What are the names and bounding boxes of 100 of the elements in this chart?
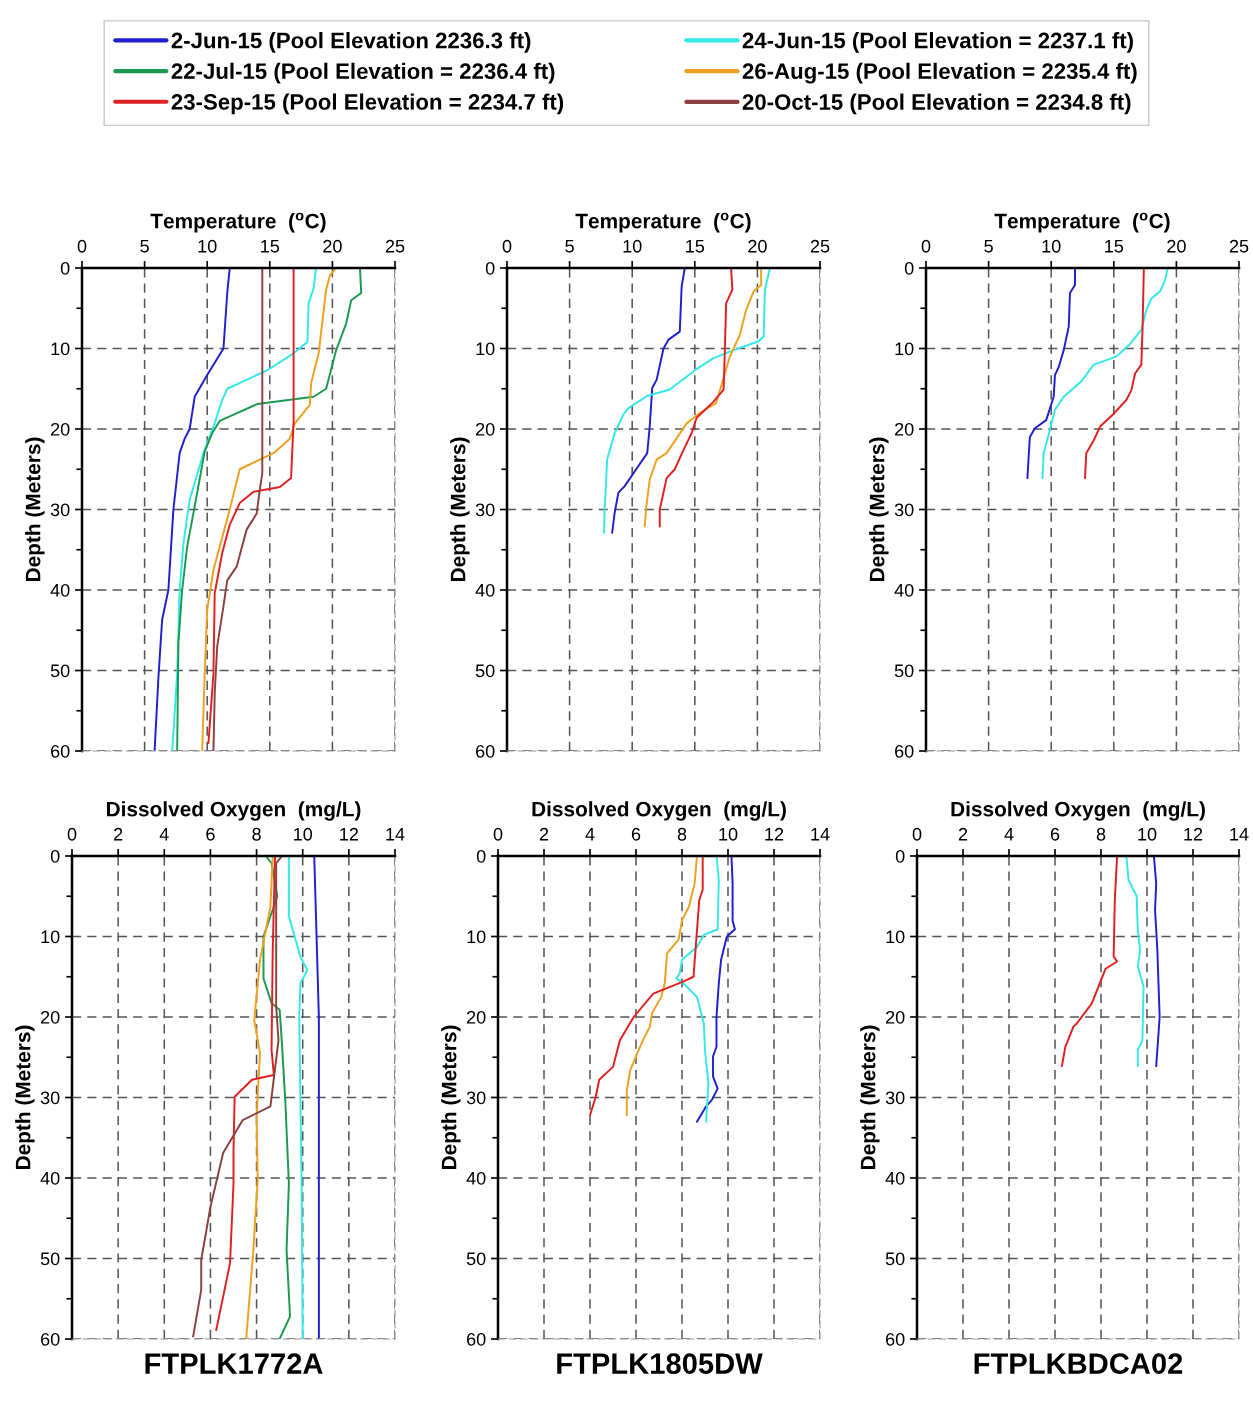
x-tick-label: 25: [385, 239, 405, 253]
y-tick-label: 0: [476, 849, 486, 863]
x-tick-label: 15: [261, 240, 280, 253]
legend-label: 22-Jul-15 (Pool Elevation = 2236.4 ft): [171, 62, 555, 84]
line-series: [171, 268, 318, 751]
y-tick-label: 60: [886, 1332, 905, 1346]
y-tick-label: 0: [485, 261, 495, 275]
y-tick-label: 30: [466, 1091, 486, 1105]
y-tick-label: 20: [467, 1010, 486, 1024]
line-series: [695, 856, 736, 1123]
x-tick-label: 8: [252, 827, 261, 841]
line-series: [658, 268, 734, 528]
line-series: [287, 856, 309, 1339]
x-tick-label: 10: [1042, 239, 1061, 253]
y-tick-label: 10: [41, 930, 60, 944]
x-tick-label: 0: [502, 239, 512, 253]
x-tick-label: 10: [623, 239, 642, 253]
x-axis-title: Dissolved Oxygen (mg/L): [532, 801, 786, 821]
line-series: [603, 268, 771, 534]
y-tick-label: 60: [476, 744, 495, 758]
y-axis-title: Depth (Meters): [15, 1025, 35, 1170]
line-series: [313, 856, 320, 1339]
y-axis-title: Depth (Meters): [441, 1025, 461, 1170]
y-tick-label: 30: [40, 1091, 60, 1105]
legend-label: 20-Oct-15 (Pool Elevation = 2234.8 ft): [742, 93, 1131, 115]
x-tick-label: 12: [340, 827, 358, 841]
x-axis-title: Temperature ($^{o}$C): [994, 212, 1170, 233]
y-tick-label: 40: [50, 583, 70, 597]
line-series: [245, 856, 274, 1339]
legend-label: 23-Sep-15 (Pool Elevation = 2234.7 ft): [171, 93, 564, 115]
legend-label: 2-Jun-15 (Pool Elevation 2236.3 ft): [171, 32, 531, 53]
x-tick-label: 20: [748, 239, 767, 253]
line-series: [153, 268, 231, 751]
y-tick-label: 10: [51, 342, 70, 356]
line-series: [589, 856, 704, 1117]
text: FTPLKBDCA02: [974, 1353, 1183, 1374]
line-series: [1060, 856, 1119, 1068]
y-tick-label: 20: [51, 422, 70, 436]
y-tick-label: 0: [895, 849, 905, 863]
line-series: [1084, 268, 1145, 480]
x-tick-label: 20: [323, 239, 342, 253]
y-tick-label: 50: [40, 1252, 60, 1266]
x-tick-label: 6: [631, 827, 641, 841]
line-series: [192, 856, 283, 1338]
y-tick-label: 20: [476, 422, 495, 436]
y-tick-label: 40: [894, 583, 914, 597]
x-tick-label: 8: [1096, 827, 1106, 841]
x-tick-label: 25: [810, 239, 830, 253]
y-axis-title: Depth (Meters): [860, 1025, 880, 1170]
y-tick-label: 30: [885, 1091, 905, 1105]
y-tick-label: 50: [50, 664, 70, 678]
y-tick-label: 0: [904, 261, 914, 275]
y-axis-title: Depth (Meters): [25, 437, 45, 582]
line-series: [1026, 268, 1076, 480]
y-tick-label: 40: [475, 583, 495, 597]
y-tick-label: 40: [40, 1171, 60, 1185]
line-series: [1041, 268, 1169, 480]
y-tick-label: 60: [467, 1332, 486, 1346]
y-tick-label: 0: [50, 849, 60, 863]
y-tick-label: 10: [886, 930, 905, 944]
y-tick-label: 30: [894, 503, 914, 517]
line-series: [611, 268, 686, 534]
x-tick-label: 14: [386, 828, 405, 841]
line-series: [176, 268, 363, 751]
y-tick-label: 40: [466, 1171, 486, 1185]
x-tick-label: 14: [1230, 828, 1249, 841]
x-tick-label: 15: [686, 240, 705, 253]
x-tick-label: 12: [765, 827, 784, 841]
line-series: [643, 268, 763, 528]
y-tick-label: 50: [885, 1252, 905, 1266]
line-series: [212, 268, 264, 751]
x-axis-title: Dissolved Oxygen (mg/L): [951, 801, 1205, 821]
x-tick-label: 10: [719, 827, 738, 841]
y-tick-label: 20: [886, 1010, 905, 1024]
x-tick-label: 20: [1167, 239, 1186, 253]
x-axis-title: Dissolved Oxygen (mg/L): [106, 801, 361, 821]
x-tick-label: 10: [294, 827, 313, 841]
text: FTPLK1772A: [145, 1353, 323, 1374]
y-tick-label: 60: [51, 744, 70, 758]
line-series: [1125, 856, 1145, 1068]
x-tick-label: 0: [921, 239, 931, 253]
y-axis-title: Depth (Meters): [450, 437, 470, 582]
x-tick-label: 2: [539, 827, 549, 841]
line-series: [1152, 856, 1161, 1068]
x-tick-label: 6: [1050, 827, 1060, 841]
x-tick-label: 2: [958, 827, 968, 841]
x-tick-label: 6: [206, 827, 215, 841]
y-tick-label: 50: [475, 664, 495, 678]
legend-label: 26-Aug-15 (Pool Elevation = 2235.4 ft): [742, 62, 1137, 84]
x-tick-label: 10: [198, 239, 217, 253]
x-tick-label: 4: [585, 828, 595, 841]
x-axis-title: Temperature ($^{o}$C): [575, 212, 751, 233]
y-tick-label: 50: [466, 1252, 486, 1266]
y-tick-label: 30: [50, 503, 70, 517]
x-tick-label: 8: [677, 827, 687, 841]
y-tick-label: 30: [475, 503, 495, 517]
line-series: [262, 856, 291, 1339]
y-axis-title: Depth (Meters): [869, 437, 889, 582]
y-tick-label: 60: [895, 744, 914, 758]
x-tick-label: 5: [984, 240, 993, 253]
